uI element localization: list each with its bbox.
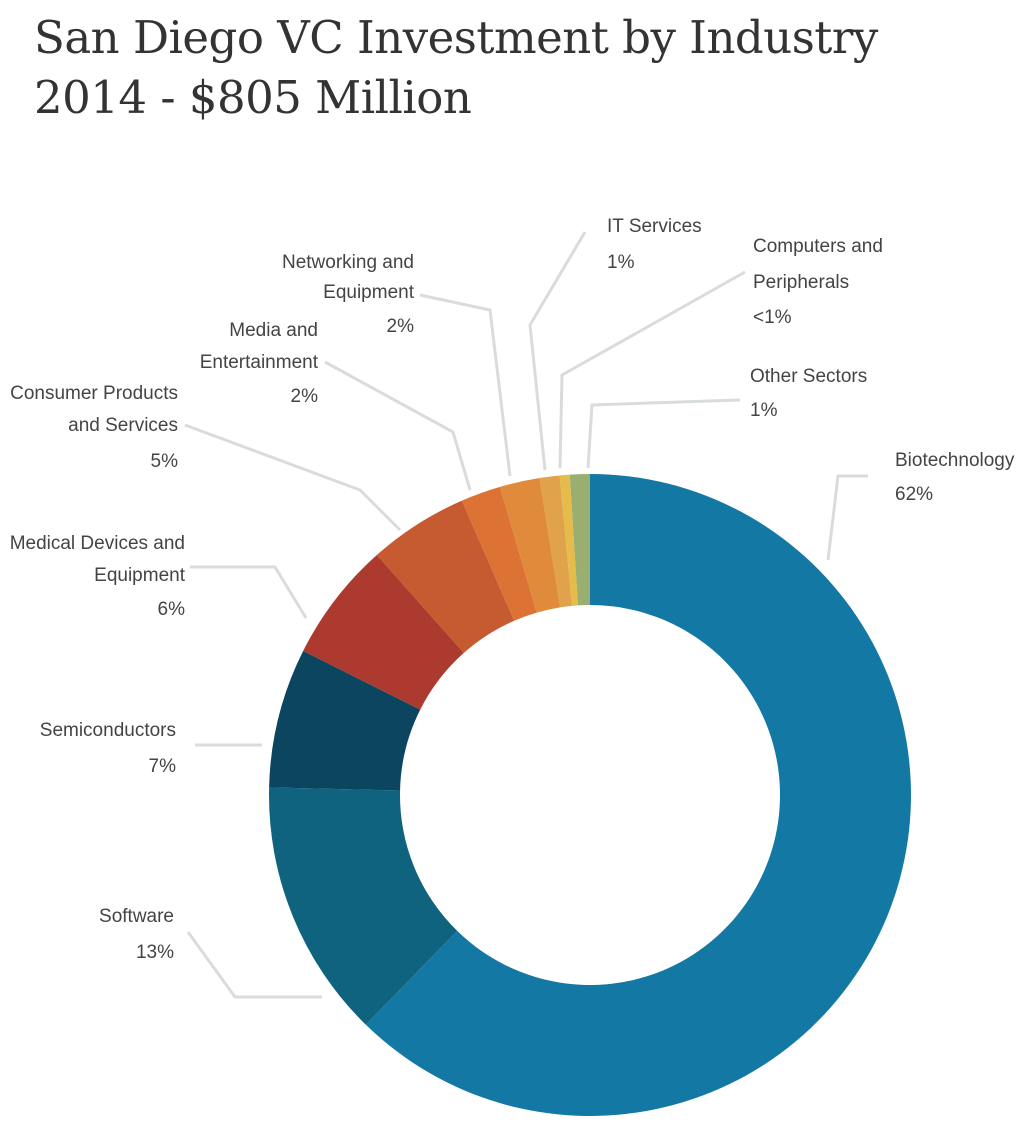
donut-slice-other-sectors bbox=[569, 474, 590, 606]
slice-name-label: Software bbox=[99, 906, 174, 927]
donut-slice-it-services bbox=[539, 475, 573, 608]
slice-name-label: Networking and bbox=[282, 252, 414, 273]
slice-name-label: Consumer Products bbox=[10, 383, 178, 404]
slice-percent-label: 6% bbox=[158, 599, 186, 620]
slice-percent-label: <1% bbox=[753, 307, 792, 328]
donut-slice-medical-devices-and-equipment bbox=[303, 554, 464, 710]
slice-percent-label: 7% bbox=[149, 756, 177, 777]
donut-slice-software bbox=[269, 787, 458, 1025]
donut-slice-networking-and-equipment bbox=[500, 477, 561, 613]
slice-percent-label: 2% bbox=[291, 386, 319, 407]
leader-line bbox=[826, 474, 868, 561]
slice-label: Biotechnology 62% bbox=[895, 450, 1015, 505]
chart-title-line-2: 2014 - $805 Million bbox=[34, 71, 472, 124]
slice-label: Other Sectors 1% bbox=[750, 366, 867, 421]
slice-name-label: IT Services bbox=[607, 216, 702, 237]
slice-name-label: Medical Devices and bbox=[10, 533, 185, 554]
slice-percent-label: 13% bbox=[136, 942, 174, 963]
slice-name-label: Semiconductors bbox=[40, 720, 176, 741]
leader-line bbox=[528, 231, 587, 471]
slice-label: Networking and Equipment 2% bbox=[282, 252, 415, 337]
slice-label: Consumer Products and Services 5% bbox=[10, 383, 178, 472]
leader-line bbox=[419, 293, 512, 477]
slice-label: Computers and Peripherals <1% bbox=[753, 236, 883, 328]
leader-line bbox=[190, 565, 308, 619]
slice-percent-label: 1% bbox=[750, 400, 778, 421]
slice-percent-label: 1% bbox=[607, 252, 635, 273]
slice-percent-label: 5% bbox=[151, 451, 179, 472]
slice-name-label: Biotechnology bbox=[895, 450, 1015, 471]
donut-slice-consumer-products-and-services bbox=[376, 500, 515, 653]
leader-line bbox=[558, 270, 746, 469]
slice-label: Medical Devices and Equipment 6% bbox=[10, 533, 186, 620]
slice-name-label: Peripherals bbox=[753, 272, 849, 293]
slice-name-label: Equipment bbox=[323, 282, 415, 303]
leader-line bbox=[324, 360, 472, 491]
leader-line bbox=[586, 398, 741, 469]
donut-slice-semiconductors bbox=[269, 650, 421, 791]
slice-name-label: Other Sectors bbox=[750, 366, 867, 387]
slice-percent-label: 2% bbox=[387, 316, 415, 337]
slice-name-label: Entertainment bbox=[200, 352, 319, 373]
slice-label: Semiconductors 7% bbox=[40, 720, 176, 777]
slice-name-label: Equipment bbox=[94, 565, 186, 586]
leader-line bbox=[186, 931, 322, 999]
donut-slice-media-and-entertainment bbox=[461, 486, 537, 621]
slice-percent-label: 62% bbox=[895, 484, 933, 505]
slice-name-label: and Services bbox=[68, 415, 178, 436]
donut-slice-biotechnology bbox=[365, 474, 912, 1116]
slice-name-label: Computers and bbox=[753, 236, 883, 257]
leader-line bbox=[184, 423, 402, 532]
donut-slice-computers-and-peripherals bbox=[559, 474, 579, 606]
chart-title: San Diego VC Investment by Industry 2014… bbox=[34, 8, 878, 128]
slice-label: IT Services 1% bbox=[607, 216, 702, 273]
slice-name-label: Media and bbox=[229, 320, 318, 341]
slice-label: Media and Entertainment 2% bbox=[200, 320, 319, 407]
chart-title-line-1: San Diego VC Investment by Industry bbox=[34, 11, 878, 64]
slice-label: Software 13% bbox=[99, 906, 174, 963]
